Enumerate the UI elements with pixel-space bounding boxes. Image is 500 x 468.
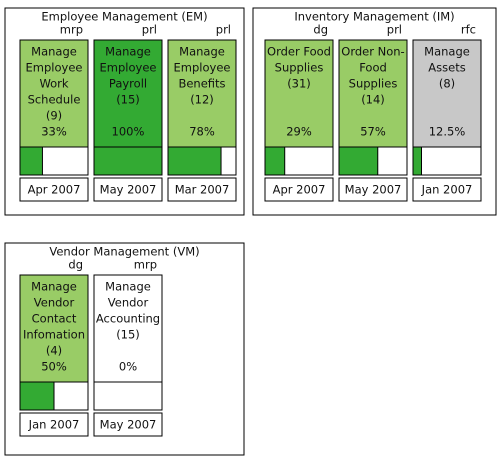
- card-date: May 2007: [345, 183, 402, 197]
- card-name: Employee: [100, 61, 157, 75]
- date-box: [338, 177, 408, 202]
- card-percent: 100%: [112, 125, 145, 139]
- progress-track: [412, 146, 482, 176]
- card-name: Payroll: [109, 77, 147, 91]
- card-percent: 57%: [360, 125, 386, 139]
- card-percent: 33%: [41, 125, 67, 139]
- card: [19, 274, 89, 383]
- card: [264, 39, 334, 148]
- card-name: Vendor: [34, 296, 75, 310]
- date-box: [19, 177, 89, 202]
- card-percent: 50%: [41, 360, 67, 374]
- card-count: (14): [361, 93, 385, 107]
- card-percent: 12.5%: [429, 125, 466, 139]
- date-box: [93, 412, 163, 437]
- card-percent: 29%: [286, 125, 312, 139]
- card-count: (15): [116, 328, 140, 342]
- progress-fill: [264, 146, 286, 176]
- card-name: Order Non-: [341, 45, 404, 59]
- progress-fill: [412, 146, 422, 176]
- card-name: Contact: [32, 312, 77, 326]
- card-name: Benefits: [178, 77, 225, 91]
- card-name: Schedule: [28, 93, 81, 107]
- progress-fill: [93, 146, 163, 176]
- progress-fill: [19, 146, 43, 176]
- progress-fill: [167, 146, 222, 176]
- card-name: Assets: [428, 61, 465, 75]
- card-date: Apr 2007: [273, 183, 326, 197]
- owner: prl: [142, 23, 157, 37]
- card-count: (4): [46, 344, 62, 358]
- card-count: (31): [287, 77, 311, 91]
- owner: mrp: [60, 23, 83, 37]
- card-name: Manage: [31, 45, 77, 59]
- card-date: May 2007: [100, 418, 157, 432]
- card-name: Supplies: [349, 77, 398, 91]
- card: [412, 39, 482, 148]
- card-name: Order Food: [267, 45, 331, 59]
- card-name: Infomation: [23, 328, 85, 342]
- card-name: Manage: [105, 45, 151, 59]
- card-date: Mar 2007: [175, 183, 230, 197]
- card-name: Manage: [179, 45, 225, 59]
- card: [338, 39, 408, 148]
- card-name: Work: [39, 77, 68, 91]
- group-title: Vendor Management (VM): [49, 245, 199, 259]
- group-box: [4, 7, 245, 216]
- group-box: [252, 7, 497, 216]
- group-title: Employee Management (EM): [41, 10, 207, 24]
- progress-fill: [338, 146, 379, 176]
- card-percent: 0%: [119, 360, 137, 374]
- card-name: Employee: [26, 61, 83, 75]
- card-percent: 78%: [189, 125, 215, 139]
- card-name: Supplies: [275, 61, 324, 75]
- card-name: Vendor: [108, 296, 149, 310]
- progress-track: [93, 381, 163, 411]
- group-box: [4, 242, 245, 456]
- card-count: (9): [46, 109, 62, 123]
- owner: rfc: [461, 23, 476, 37]
- card-date: Jan 2007: [421, 183, 473, 197]
- owner: prl: [387, 23, 402, 37]
- owner: dg: [313, 23, 328, 37]
- owner: dg: [68, 258, 83, 272]
- card-count: (12): [190, 93, 214, 107]
- group-title: Inventory Management (IM): [294, 10, 454, 24]
- card-name: Accounting: [96, 312, 160, 326]
- owner: mrp: [134, 258, 157, 272]
- card: [93, 39, 163, 148]
- date-box: [167, 177, 237, 202]
- card: [93, 274, 163, 383]
- date-box: [412, 177, 482, 202]
- card-date: Apr 2007: [28, 183, 81, 197]
- owner: prl: [216, 23, 231, 37]
- card-name: Manage: [31, 280, 77, 294]
- date-box: [93, 177, 163, 202]
- card-name: Employee: [174, 61, 231, 75]
- card-count: (8): [439, 77, 455, 91]
- card-count: (15): [116, 93, 140, 107]
- date-box: [264, 177, 334, 202]
- date-box: [19, 412, 89, 437]
- card-date: May 2007: [100, 183, 157, 197]
- progress-fill: [19, 381, 55, 411]
- card-date: Jan 2007: [28, 418, 80, 432]
- card-name: Manage: [424, 45, 470, 59]
- card-name: Food: [359, 61, 387, 75]
- card-name: Manage: [105, 280, 151, 294]
